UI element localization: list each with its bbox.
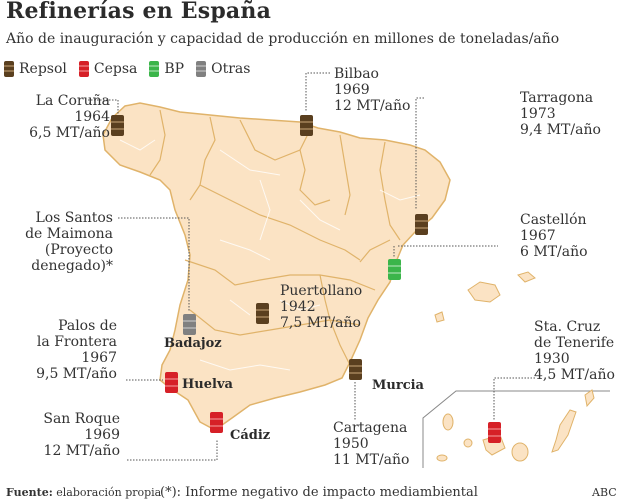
- city-huelva: Huelva: [182, 377, 233, 392]
- label-palos: Palos de la Frontera 1967 9,5 MT/año: [36, 318, 117, 382]
- legend-item-otras: Otras: [196, 61, 250, 77]
- label-puertollano: Puertollano 1942 7,5 MT/año: [280, 283, 363, 331]
- menorca-shape: [517, 271, 536, 283]
- mallorca-shape: [467, 281, 501, 303]
- label-san-roque: San Roque 1969 12 MT/año: [43, 411, 120, 459]
- barrel-tarragona-icon: [415, 214, 428, 235]
- barrel-cartagena-icon: [349, 359, 362, 380]
- ibiza-shape: [434, 311, 445, 323]
- barrel-palos-icon: [165, 372, 178, 393]
- legend-label-bp: BP: [164, 61, 185, 77]
- label-castellon: Castellón 1967 6 MT/año: [520, 212, 588, 260]
- barrel-repsol-icon: [4, 61, 14, 77]
- source-label: Fuente:: [6, 486, 53, 499]
- footer-note: (*): Informe negativo de impacto mediamb…: [160, 485, 478, 500]
- legend-label-cepsa: Cepsa: [93, 61, 138, 77]
- label-los-santos: Los Santos de Maimona (Proyecto denegado…: [25, 210, 113, 274]
- barrel-puertollano-icon: [256, 303, 269, 324]
- barrel-cepsa-icon: [78, 61, 89, 77]
- province-borders: [119, 139, 421, 371]
- legend-item-cepsa: Cepsa: [78, 61, 138, 77]
- region-borders: [149, 109, 401, 366]
- footer-brand: ABC: [592, 486, 617, 499]
- label-tenerife: Sta. Cruz de Tenerife 1930 4,5 MT/año: [534, 319, 615, 383]
- barrel-la-coruna-icon: [111, 115, 124, 136]
- canary-inset-frame: [422, 390, 610, 468]
- barrel-castellon-icon: [388, 259, 401, 280]
- legend-label-repsol: Repsol: [19, 61, 67, 77]
- label-cartagena: Cartagena 1950 11 MT/año: [333, 420, 410, 468]
- city-cadiz: Cádiz: [230, 428, 271, 443]
- map-subtitle: Año de inauguración y capacidad de produ…: [6, 31, 560, 47]
- barrel-bp-icon: [149, 61, 160, 77]
- canary-islands: [436, 389, 595, 462]
- label-la-coruna: La Coruña 1964 6,5 MT/año: [29, 93, 110, 141]
- barrel-otras-icon: [196, 61, 207, 77]
- legend: Repsol Cepsa BP Otras: [4, 61, 250, 77]
- map-title: Refinerías en España: [6, 0, 272, 24]
- city-badajoz: Badajoz: [164, 336, 222, 351]
- legend-item-bp: BP: [149, 61, 184, 77]
- barrel-santos-maimona-icon: [183, 314, 196, 335]
- footer-source: Fuente: elaboración propia: [6, 486, 161, 499]
- barrel-tenerife-icon: [488, 422, 501, 443]
- leader-lines: [88, 72, 535, 461]
- source-text: elaboración propia: [56, 486, 162, 499]
- legend-label-otras: Otras: [211, 61, 251, 77]
- barrel-san-roque-icon: [210, 412, 223, 433]
- label-tarragona: Tarragona 1973 9,4 MT/año: [520, 90, 601, 138]
- city-murcia: Murcia: [372, 378, 424, 393]
- barrel-bilbao-icon: [300, 115, 313, 136]
- legend-item-repsol: Repsol: [4, 61, 67, 77]
- label-bilbao: Bilbao 1969 12 MT/año: [334, 66, 411, 114]
